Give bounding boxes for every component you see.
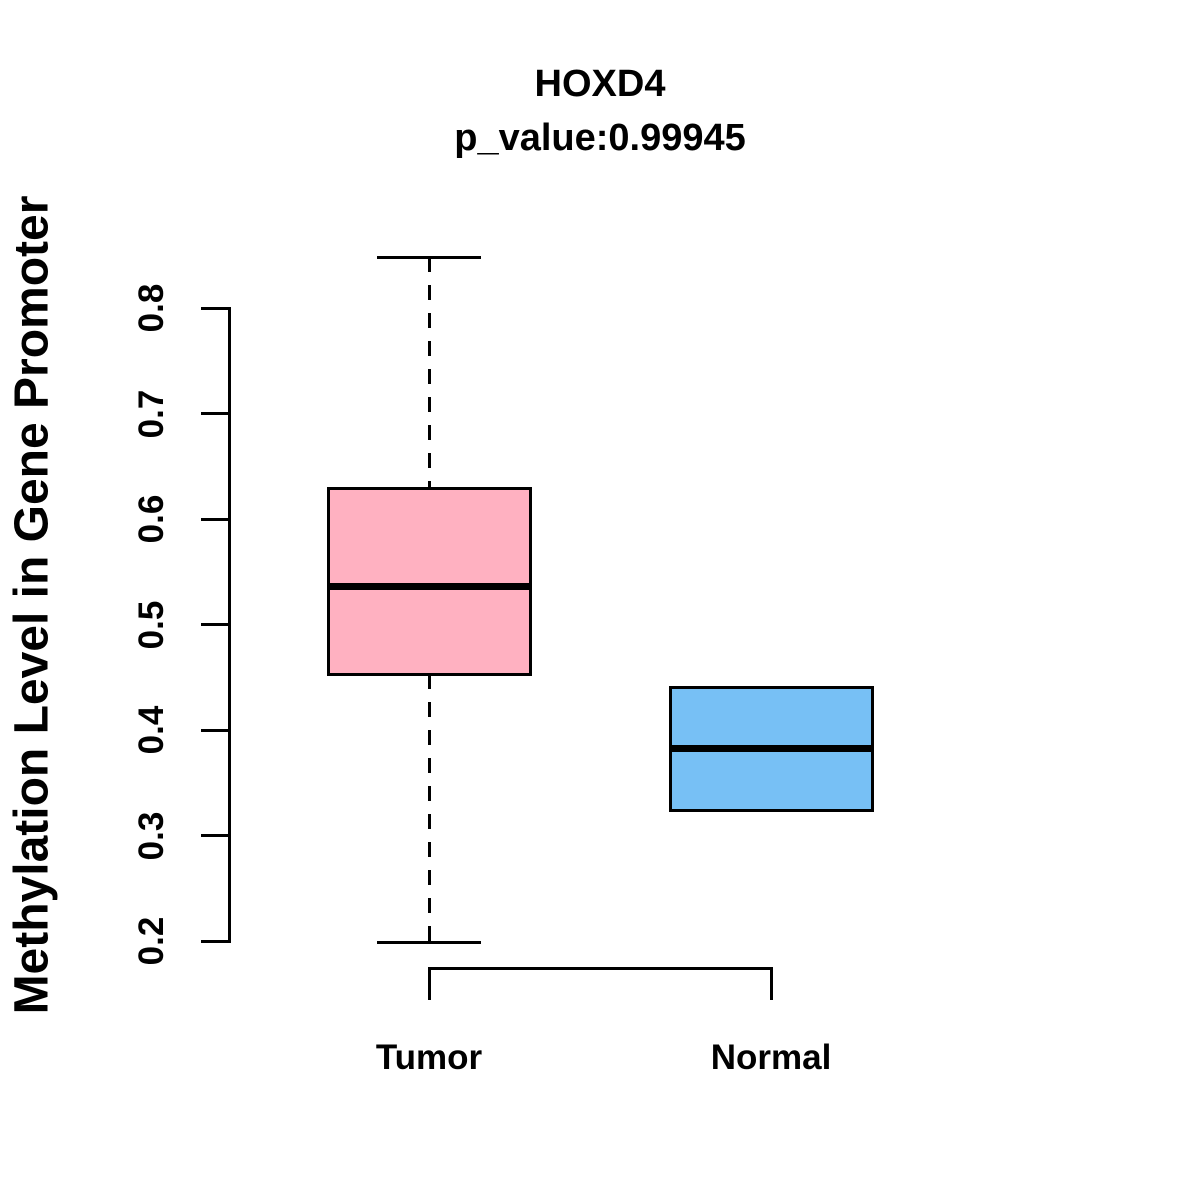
y-tick-mark [201, 834, 229, 837]
y-axis-label: Methylation Level in Gene Promoter [5, 195, 59, 1015]
x-tick-mark [769, 966, 773, 1000]
y-tick-label: 0.8 [132, 283, 171, 333]
upper-whisker-line [427, 257, 431, 489]
lower-whisker-line [427, 674, 431, 943]
y-tick-mark [201, 412, 229, 415]
upper-whisker-cap [377, 255, 481, 259]
y-tick-label: 0.7 [132, 389, 171, 438]
y-axis-line [227, 306, 231, 943]
y-tick-mark [201, 517, 229, 521]
lower-whisker-cap [377, 940, 481, 944]
y-tick-mark [201, 939, 229, 943]
x-group-label: Normal [710, 1038, 832, 1077]
y-tick-label: 0.6 [132, 494, 171, 544]
y-tick-mark [201, 728, 229, 732]
chart-title: HOXD4 [534, 63, 666, 105]
y-tick-label: 0.3 [132, 811, 171, 860]
y-tick-label: 0.4 [132, 705, 171, 755]
y-tick-mark [201, 623, 229, 626]
median-line [668, 745, 874, 753]
x-group-label: Tumor [375, 1038, 483, 1077]
box-iqr [326, 486, 532, 676]
x-axis-line [427, 966, 773, 970]
median-line [326, 583, 532, 591]
y-tick-mark [201, 306, 229, 310]
y-tick-label: 0.5 [132, 600, 171, 649]
y-tick-label: 0.2 [132, 916, 171, 966]
x-tick-mark [427, 966, 431, 1000]
chart-subtitle-pvalue: p_value:0.99945 [454, 117, 746, 159]
